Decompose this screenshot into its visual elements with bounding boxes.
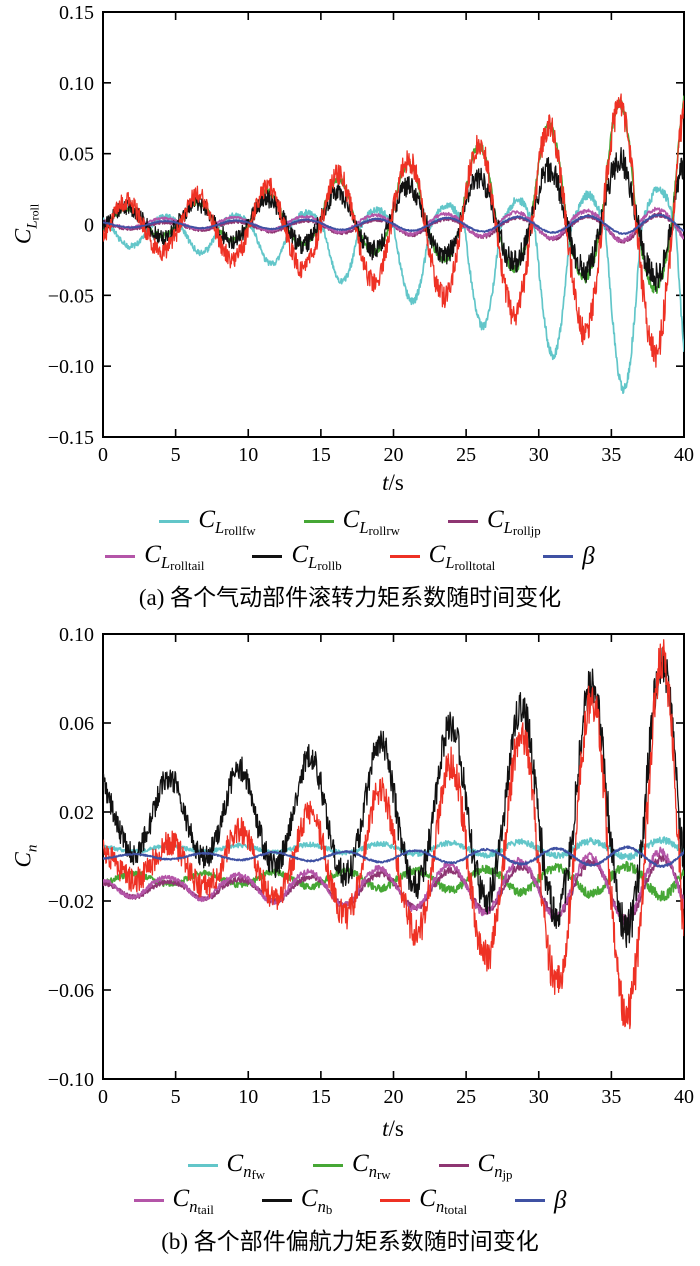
chart-b-ylabel: Cn — [10, 844, 41, 868]
legend-swatch-Cntail — [133, 1198, 164, 1202]
x-tick-label: 5 — [171, 444, 181, 466]
chart-b: 0 5 10 15 20 25 30 35 40 0.10 0.06 0.02 −0.02 −0.06 −0… — [0, 622, 700, 1256]
legend-row: Cnfw Cnrw Cnjp — [187, 1150, 513, 1183]
x-tick-label: 35 — [601, 1086, 621, 1108]
legend-item-beta: β — [515, 1186, 567, 1214]
legend-item-CLrollfw: CLrollfw — [159, 506, 256, 539]
legend-item-CLrollrw: CLrollrw — [303, 506, 400, 539]
legend-label-Cnjp: Cnjp — [477, 1150, 513, 1183]
legend-item-beta: β — [543, 542, 595, 570]
legend-label-Cnfw: Cnfw — [226, 1150, 266, 1183]
x-tick-label: 30 — [529, 444, 549, 466]
legend-item-Cntotal: Cntotal — [380, 1186, 467, 1216]
legend-label-Cnb: Cnb — [300, 1184, 333, 1217]
chart-a-ylabel: CLroll — [10, 203, 42, 245]
legend-label-CLrollfw: CLrollfw — [198, 506, 256, 539]
chart-b-plot-area: 0 5 10 15 20 25 30 35 40 0.10 0.06 0.02 −0.02 −0.06 −0… — [0, 622, 700, 1149]
chart-a-canvas: 0 5 10 15 20 25 30 35 40 0.15 0.10 0.05 0 −0.05 −0.10 −… — [48, 2, 694, 466]
legend-label-CLrolltail: CLrolltail — [144, 540, 205, 573]
y-tick-label: −0.10 — [48, 356, 94, 378]
x-tick-label: 10 — [238, 1086, 258, 1108]
chart-a: 0 5 10 15 20 25 30 35 40 0.15 0.10 0.05 0 −0.05 −0.10 −… — [0, 0, 700, 612]
legend-swatch-Cnfw — [187, 1164, 218, 1168]
y-tick-label: 0.05 — [59, 144, 94, 166]
legend-item-Cnb: Cnb — [261, 1184, 333, 1217]
legend-swatch-CLrolltotal — [389, 554, 420, 558]
series-line-beta — [103, 213, 684, 235]
legend-item-Cntail: Cntail — [133, 1184, 214, 1217]
y-tick-label: −0.10 — [48, 1069, 94, 1091]
legend-label-CLrollrw: CLrollrw — [342, 506, 400, 539]
legend-row: CLrollfw CLrollrw CLrolljp — [159, 506, 541, 539]
legend-swatch-CLrollb — [252, 554, 283, 558]
chart-b-legend: Cnfw Cnrw Cnjp Cntail Cnb Cntotal β — [0, 1150, 700, 1217]
legend-label-Cntotal: Cntotal — [419, 1184, 468, 1217]
x-tick-label: 30 — [529, 1086, 549, 1108]
legend-swatch-CLrolltail — [105, 554, 136, 558]
x-tick-label: 0 — [98, 1086, 108, 1108]
x-tick-label: 0 — [98, 444, 108, 466]
series-line-Cnb — [103, 647, 684, 948]
legend-label-CLrolljp: CLrolljp — [486, 506, 541, 539]
legend-label-Cntail: Cntail — [172, 1184, 214, 1217]
x-tick-label: 40 — [674, 444, 694, 466]
legend-swatch-Cntotal — [380, 1198, 411, 1202]
y-tick-label: −0.02 — [48, 891, 94, 913]
legend-label-beta: β — [582, 542, 595, 570]
legend-item-Cnfw: Cnfw — [187, 1150, 266, 1183]
legend-label-Cnrw: Cnrw — [352, 1150, 391, 1183]
x-tick-label: 25 — [456, 444, 476, 466]
legend-row: Cntail Cnb Cntotal β — [133, 1184, 567, 1217]
chart-a-legend: CLrollfw CLrollrw CLrolljp CLrolltail CLroll… — [0, 506, 700, 573]
series-line-CLrolltotal — [103, 93, 684, 368]
y-tick-label: −0.05 — [48, 285, 94, 307]
x-tick-label: 15 — [311, 444, 331, 466]
x-tick-label: 5 — [171, 1086, 181, 1108]
x-tick-label: 10 — [238, 444, 258, 466]
chart-b-canvas: 0 5 10 15 20 25 30 35 40 0.10 0.06 0.02 −0.02 −0.06 −0… — [48, 624, 694, 1108]
y-tick-label: 0.15 — [59, 2, 94, 24]
chart-b-xlabel: t/s — [382, 1116, 404, 1141]
legend-label-beta: β — [554, 1186, 567, 1214]
legend-swatch-CLrolljp — [447, 520, 478, 524]
y-tick-label: −0.06 — [48, 980, 94, 1002]
series-line-CLrollrw — [103, 95, 684, 294]
legend-swatch-beta — [515, 1198, 546, 1202]
y-tick-label: 0.10 — [59, 624, 94, 646]
y-tick-label: 0.10 — [59, 73, 94, 95]
chart-a-plot-area: 0 5 10 15 20 25 30 35 40 0.15 0.10 0.05 0 −0.05 −0.10 −… — [0, 0, 700, 505]
legend-row: CLrolltail CLrollb CLrolltotal β — [105, 540, 595, 573]
legend-item-CLrolltotal: CLrolltotal — [389, 540, 496, 573]
legend-swatch-Cnrw — [313, 1164, 344, 1168]
legend-item-Cnjp: Cnjp — [438, 1150, 513, 1183]
legend-swatch-CLrollfw — [159, 520, 190, 524]
chart-a-xlabel: t/s — [382, 470, 404, 495]
legend-swatch-Cnb — [261, 1198, 292, 1202]
chart-a-caption: (a) 各个气动部件滚转力矩系数随时间变化 — [138, 585, 562, 610]
x-tick-label: 20 — [384, 1086, 404, 1108]
y-tick-label: 0.06 — [59, 713, 94, 735]
legend-label-CLrolltotal: CLrolltotal — [428, 540, 496, 573]
series-line-Cntotal — [103, 639, 684, 1030]
x-tick-label: 35 — [601, 444, 621, 466]
legend-item-CLrollb: CLrollb — [252, 540, 342, 573]
chart-b-caption: (b) 各个部件偏航力矩系数随时间变化 — [161, 1229, 539, 1254]
legend-label-CLrollb: CLrollb — [291, 540, 342, 573]
y-tick-label: −0.15 — [48, 427, 94, 449]
y-tick-label: 0 — [84, 215, 94, 237]
x-tick-label: 15 — [311, 1086, 331, 1108]
legend-item-CLrolltail: CLrolltail — [105, 542, 204, 572]
legend-swatch-CLrollrw — [303, 520, 334, 524]
series-line-beta — [103, 845, 684, 869]
legend-swatch-Cnjp — [438, 1164, 469, 1168]
y-tick-label: 0.02 — [59, 802, 94, 824]
legend-item-Cnrw: Cnrw — [313, 1150, 391, 1183]
legend-swatch-beta — [543, 554, 574, 558]
x-tick-label: 40 — [674, 1086, 694, 1108]
x-tick-label: 25 — [456, 1086, 476, 1108]
x-tick-label: 20 — [384, 444, 404, 466]
legend-item-CLrolljp: CLrolljp — [447, 506, 541, 539]
